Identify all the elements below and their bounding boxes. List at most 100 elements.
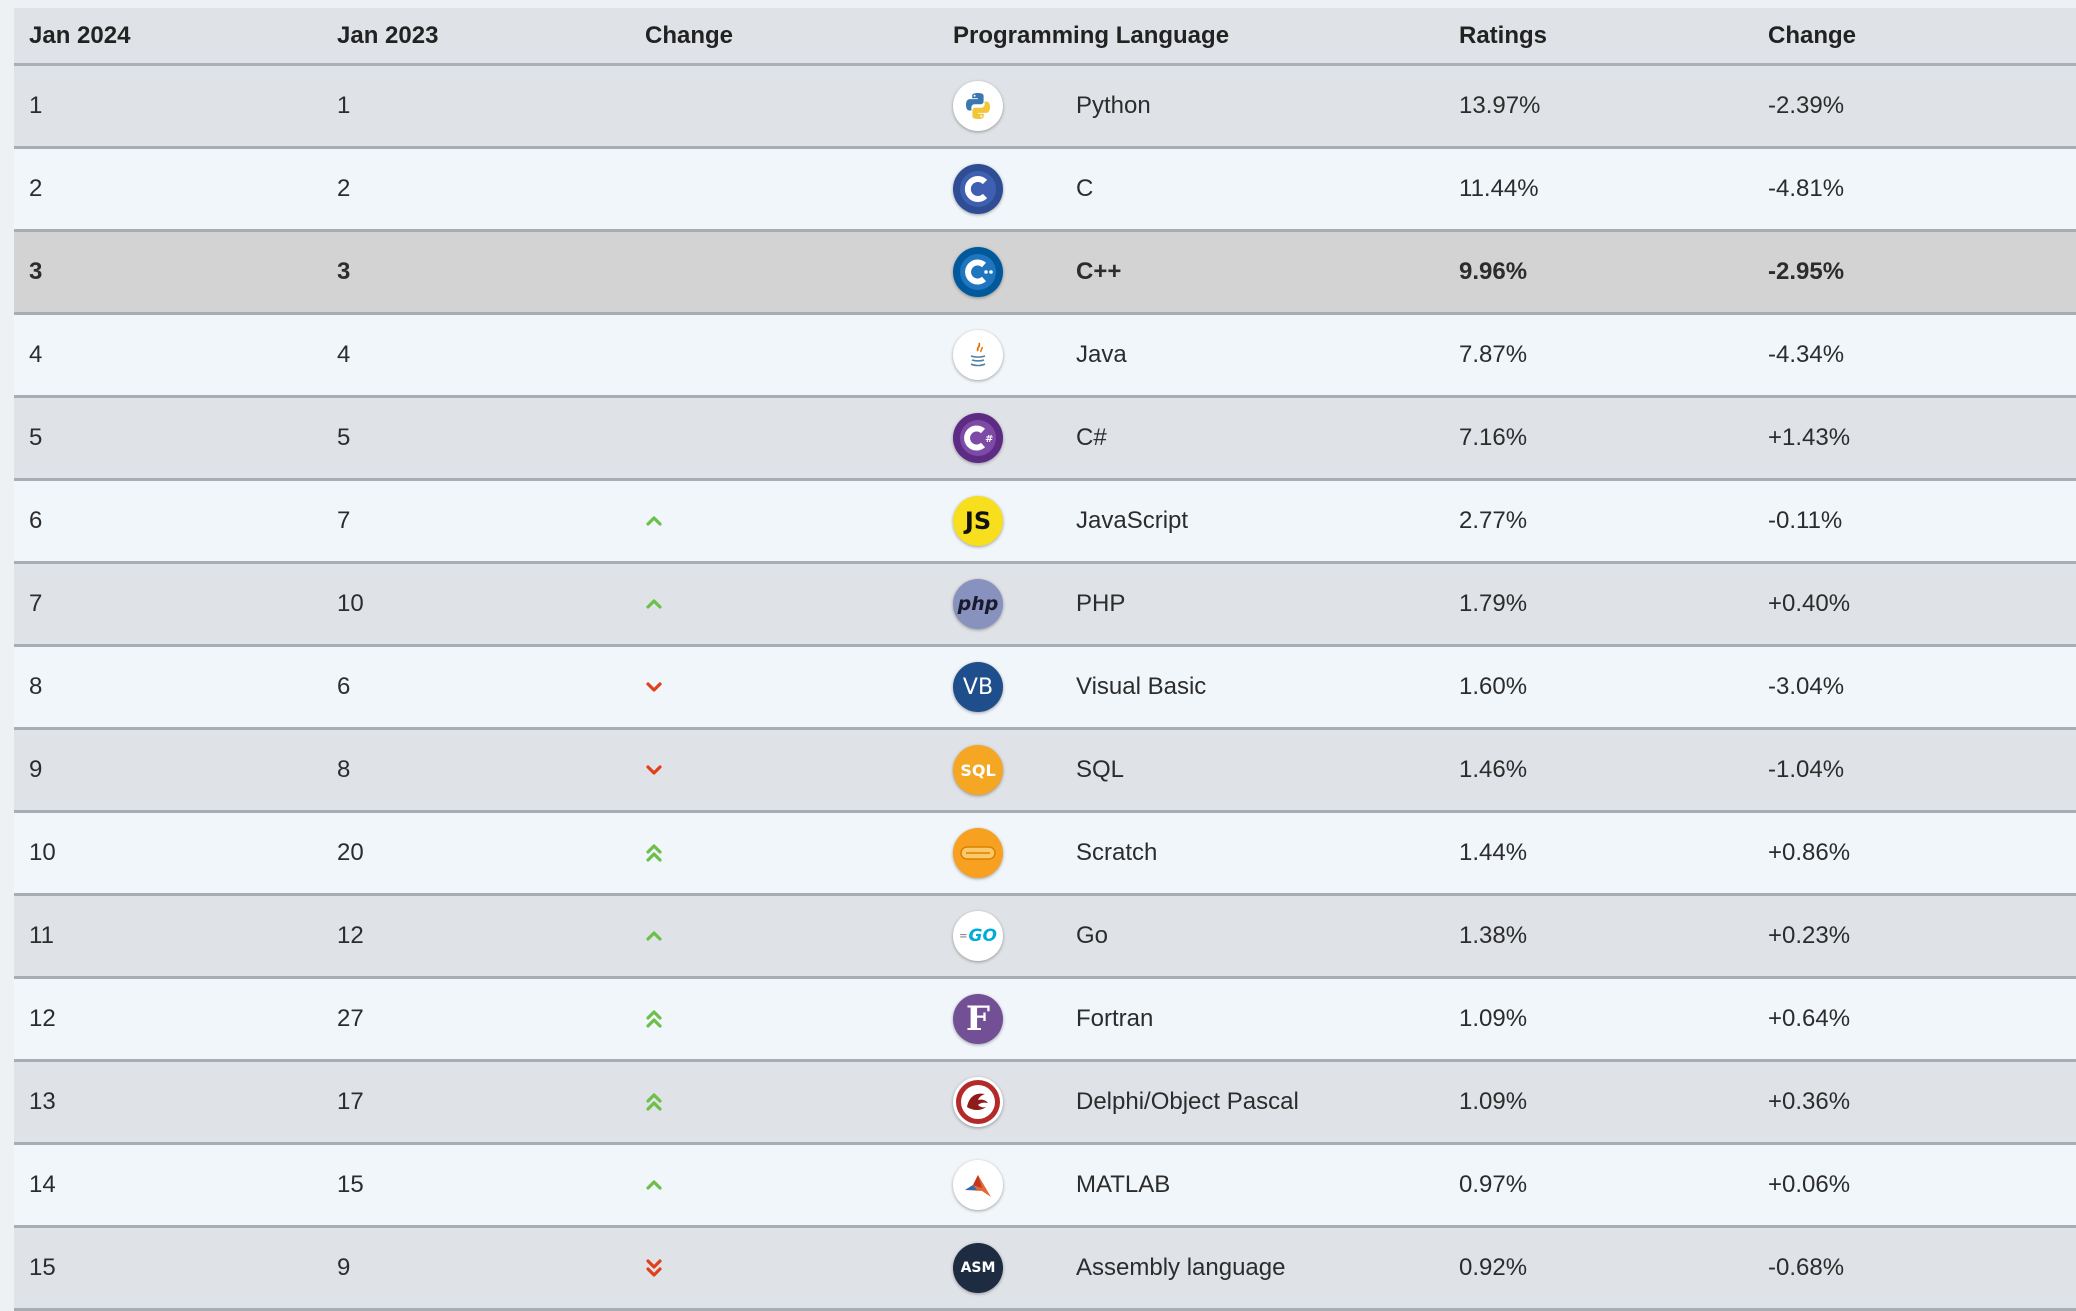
ratings-cell: 1.09% xyxy=(1444,977,1753,1062)
header-rank-change[interactable]: Change xyxy=(630,8,938,66)
language-cell: # C# xyxy=(938,396,1444,481)
language-name[interactable]: Visual Basic xyxy=(1076,673,1207,700)
language-name[interactable]: C# xyxy=(1076,424,1107,451)
rank-2023: 2 xyxy=(337,175,351,202)
cpp-logo-icon xyxy=(953,247,1003,297)
language-name[interactable]: SQL xyxy=(1076,756,1125,783)
header-jan-2024[interactable]: Jan 2024 xyxy=(14,8,322,66)
rank-2023-cell: 10 xyxy=(322,562,630,647)
rating-value: 1.46% xyxy=(1459,756,1528,783)
rating-value: 1.38% xyxy=(1459,922,1528,949)
ratings-cell: 1.38% xyxy=(1444,894,1753,979)
header-jan-2023[interactable]: Jan 2023 xyxy=(322,8,630,66)
change-cell: +0.06% xyxy=(1753,1143,2076,1228)
rating-change-value: -2.39% xyxy=(1768,92,1845,119)
ratings-cell: 1.44% xyxy=(1444,811,1753,896)
header-rating-change[interactable]: Change xyxy=(1753,8,2076,66)
chevron-down-icon xyxy=(645,680,938,694)
language-wrap: C++ xyxy=(953,247,1444,297)
rank-2023-cell: 20 xyxy=(322,811,630,896)
language-name[interactable]: C xyxy=(1076,175,1094,202)
language-cell: C++ xyxy=(938,230,1444,315)
rating-change-value: -4.34% xyxy=(1768,341,1845,368)
rank-2023: 20 xyxy=(337,839,364,866)
language-wrap: SQL SQL xyxy=(953,745,1444,795)
rank-2023-cell: 7 xyxy=(322,479,630,564)
language-cell: SQL SQL xyxy=(938,728,1444,813)
scratch-logo-icon xyxy=(953,828,1003,878)
trend-cell xyxy=(630,64,938,149)
rank-2023-cell: 3 xyxy=(322,230,630,315)
php-logo-icon: php xyxy=(953,579,1003,629)
header-programming-language[interactable]: Programming Language xyxy=(938,8,1444,66)
language-wrap: = GO Go xyxy=(953,911,1444,961)
trend-cell xyxy=(630,645,938,730)
ratings-cell: 1.46% xyxy=(1444,728,1753,813)
rank-2024: 3 xyxy=(29,258,43,285)
rank-2024: 11 xyxy=(29,922,54,949)
language-wrap: JS JavaScript xyxy=(953,496,1444,546)
change-cell: +0.36% xyxy=(1753,1060,2076,1145)
rank-2024-cell: 1 xyxy=(14,64,322,149)
table-row: 10 20 Scratch 1.44% +0.86% xyxy=(14,811,2076,896)
rank-2024-cell: 7 xyxy=(14,562,322,647)
trend-cell xyxy=(630,728,938,813)
ratings-cell: 7.87% xyxy=(1444,313,1753,398)
header-ratings[interactable]: Ratings xyxy=(1444,8,1753,66)
language-wrap: Python xyxy=(953,81,1444,131)
ratings-cell: 9.96% xyxy=(1444,230,1753,315)
language-name[interactable]: MATLAB xyxy=(1076,1171,1171,1198)
language-name[interactable]: Python xyxy=(1076,92,1151,119)
rating-value: 2.77% xyxy=(1459,507,1528,534)
language-name[interactable]: JavaScript xyxy=(1076,507,1189,534)
rank-2024: 14 xyxy=(29,1171,56,1198)
table-row: 3 3 C++ 9.96% -2.95% xyxy=(14,230,2076,315)
rating-change-value: -4.81% xyxy=(1768,175,1845,202)
fortran-logo-icon: F xyxy=(953,994,1003,1044)
ratings-cell: 0.97% xyxy=(1444,1143,1753,1228)
language-name[interactable]: PHP xyxy=(1076,590,1126,617)
rank-2023-cell: 1 xyxy=(322,64,630,149)
sql-logo-icon: SQL xyxy=(953,745,1003,795)
ranking-table-container: Jan 2024 Jan 2023 Change Programming Lan… xyxy=(14,8,2076,1311)
change-cell: +0.23% xyxy=(1753,894,2076,979)
rank-2024: 9 xyxy=(29,756,43,783)
ratings-cell: 13.97% xyxy=(1444,64,1753,149)
double-chevron-up-icon xyxy=(645,842,938,864)
change-cell: -3.04% xyxy=(1753,645,2076,730)
rank-2023: 6 xyxy=(337,673,351,700)
trend-cell xyxy=(630,1143,938,1228)
language-name[interactable]: Delphi/Object Pascal xyxy=(1076,1088,1299,1115)
rank-2023-cell: 2 xyxy=(322,147,630,232)
language-name[interactable]: C++ xyxy=(1076,258,1122,285)
rank-2024-cell: 6 xyxy=(14,479,322,564)
rank-2023: 8 xyxy=(337,756,351,783)
table-header: Jan 2024 Jan 2023 Change Programming Lan… xyxy=(14,8,2076,66)
language-name[interactable]: Fortran xyxy=(1076,1005,1154,1032)
change-cell: -0.11% xyxy=(1753,479,2076,564)
rating-value: 0.92% xyxy=(1459,1254,1528,1281)
language-cell: = GO Go xyxy=(938,894,1444,979)
trend-cell xyxy=(630,894,938,979)
trend-cell xyxy=(630,1226,938,1311)
language-name[interactable]: Java xyxy=(1076,341,1127,368)
rank-2023-cell: 6 xyxy=(322,645,630,730)
language-name[interactable]: Assembly language xyxy=(1076,1254,1286,1281)
language-wrap: php PHP xyxy=(953,579,1444,629)
table-row: 14 15 MATLAB 0.97% +0.06% xyxy=(14,1143,2076,1228)
chevron-up-icon xyxy=(645,514,938,528)
rank-2024: 15 xyxy=(29,1254,56,1281)
rank-2023-cell: 8 xyxy=(322,728,630,813)
rank-2024-cell: 3 xyxy=(14,230,322,315)
language-cell: Java xyxy=(938,313,1444,398)
rating-value: 1.60% xyxy=(1459,673,1528,700)
rank-2024-cell: 4 xyxy=(14,313,322,398)
table-row: 15 9 ASM Assembly language 0.92% -0.68% xyxy=(14,1226,2076,1311)
rating-change-value: +1.43% xyxy=(1768,424,1851,451)
rank-2023: 12 xyxy=(337,922,364,949)
table-row: 11 12 = GO Go 1.38% +0.23% xyxy=(14,894,2076,979)
language-ranking-table: Jan 2024 Jan 2023 Change Programming Lan… xyxy=(14,8,2076,1311)
language-name[interactable]: Go xyxy=(1076,922,1109,949)
change-cell: -2.95% xyxy=(1753,230,2076,315)
language-name[interactable]: Scratch xyxy=(1076,839,1158,866)
